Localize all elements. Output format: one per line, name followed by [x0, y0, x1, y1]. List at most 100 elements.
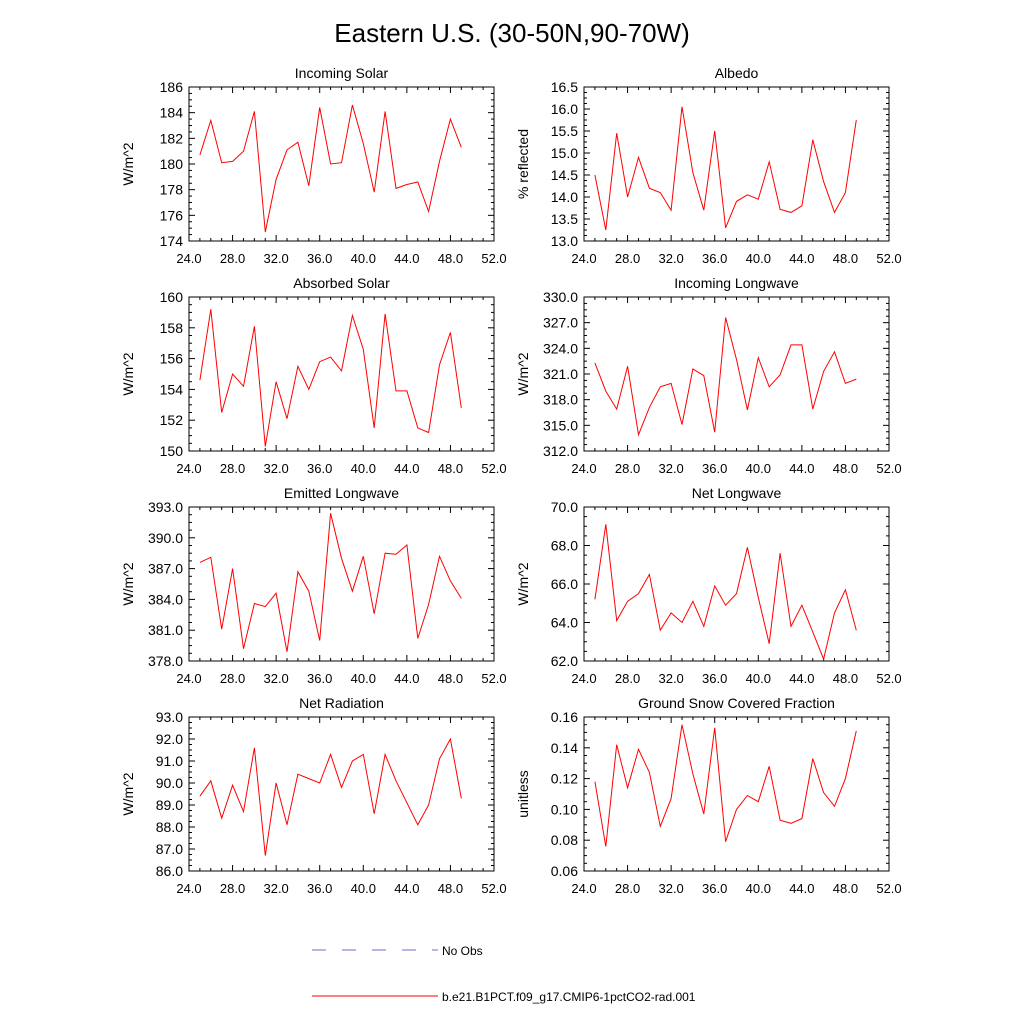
y-tick-label: 0.14	[551, 740, 578, 756]
y-tick-label: 184	[160, 105, 184, 121]
y-axis-label: W/m^2	[120, 352, 136, 395]
y-tick-label: 16.5	[551, 79, 578, 95]
series-line	[594, 524, 857, 661]
y-tick-label: 64.0	[551, 615, 578, 631]
x-tick-label: 36.0	[702, 881, 727, 896]
x-tick-label: 36.0	[307, 671, 332, 686]
x-tick-label: 44.0	[789, 251, 814, 266]
series-line	[199, 309, 462, 447]
y-axis-label: unitless	[515, 770, 531, 817]
y-tick-label: 378.0	[148, 653, 183, 669]
x-tick-label: 24.0	[571, 671, 596, 686]
plot-frame	[583, 506, 890, 662]
panel-4: Incoming Longwave W/m^2 24.0 28.0 32.0 36.0 40…	[515, 275, 902, 476]
x-tick-label: 36.0	[702, 461, 727, 476]
x-tick-label: 32.0	[658, 671, 683, 686]
y-tick-label: 182	[160, 130, 184, 146]
x-tick-label: 48.0	[833, 461, 858, 476]
legend: No Obs b.e21.B1PCT.f09_g17.CMIP6-1pctCO2-…	[312, 944, 696, 1004]
legend-label: b.e21.B1PCT.f09_g17.CMIP6-1pctCO2-rad.00…	[442, 990, 696, 1004]
x-tick-label: 24.0	[176, 461, 201, 476]
x-tick-label: 44.0	[789, 461, 814, 476]
plot-frame	[583, 296, 890, 452]
y-tick-label: 88.0	[156, 819, 183, 835]
panels: Incoming Solar W/m^2 24.0 28.0 32.0 36.0 40.0 4…	[120, 65, 902, 896]
y-tick-label: 14.5	[551, 167, 578, 183]
panel-title: Albedo	[715, 65, 759, 81]
y-tick-label: 91.0	[156, 753, 183, 769]
x-tick-label: 28.0	[615, 671, 640, 686]
panel-3: Absorbed Solar W/m^2 24.0 28.0 32.0 36.0 40.0 4…	[120, 275, 507, 476]
legend-label: No Obs	[442, 944, 483, 958]
y-axis-label: W/m^2	[515, 562, 531, 605]
y-tick-label: 150	[160, 443, 184, 459]
x-tick-label: 32.0	[263, 251, 288, 266]
y-tick-label: 92.0	[156, 731, 183, 747]
x-tick-label: 40.0	[351, 881, 376, 896]
plot-frame	[188, 296, 495, 452]
plot-frame	[188, 716, 495, 872]
x-tick-label: 28.0	[220, 881, 245, 896]
x-tick-label: 28.0	[220, 671, 245, 686]
panel-7: Net Radiation W/m^2 24.0 28.0 32.0 36.0 40.0 44…	[120, 695, 507, 896]
y-tick-label: 158	[160, 320, 184, 336]
x-tick-label: 44.0	[789, 881, 814, 896]
x-tick-label: 44.0	[394, 251, 419, 266]
series-line	[199, 104, 462, 233]
y-tick-label: 312.0	[543, 443, 578, 459]
plot-frame	[583, 716, 890, 872]
x-tick-label: 44.0	[394, 881, 419, 896]
x-tick-label: 40.0	[351, 671, 376, 686]
panel-title: Absorbed Solar	[293, 275, 390, 291]
y-tick-label: 152	[160, 412, 184, 428]
y-tick-label: 381.0	[148, 622, 183, 638]
plot-frame	[583, 86, 890, 242]
y-tick-label: 324.0	[543, 340, 578, 356]
x-tick-label: 28.0	[220, 461, 245, 476]
panel-1: Incoming Solar W/m^2 24.0 28.0 32.0 36.0 40.0 4…	[120, 65, 507, 266]
x-tick-label: 48.0	[833, 251, 858, 266]
x-tick-label: 40.0	[746, 251, 771, 266]
x-tick-label: 32.0	[658, 461, 683, 476]
panel-title: Net Longwave	[692, 485, 782, 501]
x-tick-label: 32.0	[263, 671, 288, 686]
y-tick-label: 70.0	[551, 499, 578, 515]
y-tick-label: 0.06	[551, 863, 578, 879]
x-tick-label: 48.0	[438, 461, 463, 476]
y-tick-label: 68.0	[551, 538, 578, 554]
x-tick-label: 24.0	[571, 461, 596, 476]
y-tick-label: 318.0	[543, 392, 578, 408]
y-axis-label: % reflected	[515, 129, 531, 199]
x-tick-label: 24.0	[571, 251, 596, 266]
y-tick-label: 62.0	[551, 653, 578, 669]
panel-title: Incoming Solar	[295, 65, 389, 81]
x-tick-label: 44.0	[394, 461, 419, 476]
x-tick-label: 48.0	[833, 881, 858, 896]
x-tick-label: 32.0	[658, 251, 683, 266]
y-tick-label: 66.0	[551, 576, 578, 592]
y-axis-label: W/m^2	[120, 562, 136, 605]
y-tick-label: 387.0	[148, 561, 183, 577]
x-tick-label: 32.0	[263, 881, 288, 896]
x-tick-label: 32.0	[263, 461, 288, 476]
x-tick-label: 52.0	[876, 461, 901, 476]
panel-title: Incoming Longwave	[674, 275, 799, 291]
series-line	[594, 317, 857, 437]
y-tick-label: 15.0	[551, 145, 578, 161]
y-tick-label: 390.0	[148, 530, 183, 546]
x-tick-label: 24.0	[176, 881, 201, 896]
y-tick-label: 186	[160, 79, 184, 95]
x-tick-label: 36.0	[307, 461, 332, 476]
y-tick-label: 13.5	[551, 211, 578, 227]
y-axis-label: W/m^2	[120, 142, 136, 185]
y-tick-label: 156	[160, 351, 184, 367]
x-tick-label: 52.0	[481, 881, 506, 896]
x-tick-label: 52.0	[876, 881, 901, 896]
x-tick-label: 28.0	[220, 251, 245, 266]
x-tick-label: 24.0	[176, 251, 201, 266]
x-tick-label: 44.0	[394, 671, 419, 686]
x-tick-label: 36.0	[307, 251, 332, 266]
x-tick-label: 28.0	[615, 461, 640, 476]
y-tick-label: 321.0	[543, 366, 578, 382]
